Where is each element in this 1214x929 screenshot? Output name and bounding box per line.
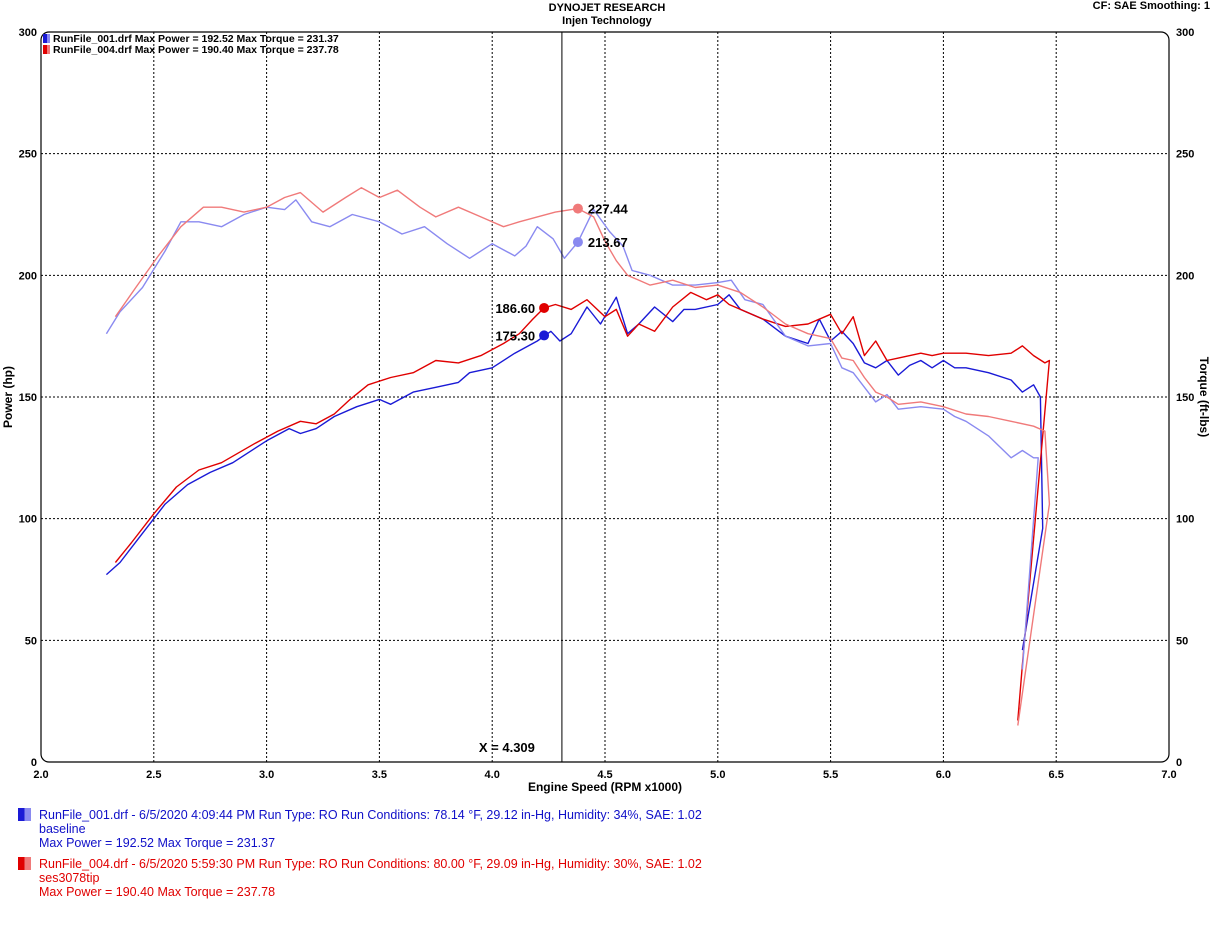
- x-tick-label: 6.5: [1049, 769, 1064, 781]
- top-legend-entry: RunFile_001.drf Max Power = 192.52 Max T…: [53, 33, 339, 45]
- series-group: [105, 186, 1051, 726]
- legend-run-001-line1: RunFile_001.drf - 6/5/2020 4:09:44 PM Ru…: [18, 808, 702, 822]
- legend-run-001-note: baseline: [39, 822, 86, 836]
- legend-run-001-details: RunFile_001.drf - 6/5/2020 4:09:44 PM Ru…: [39, 808, 702, 822]
- y-tick-label: 50: [25, 635, 37, 647]
- y2-tick-label: 100: [1176, 514, 1194, 526]
- cursor-markers: 227.44 213.67 186.60 175.30: [495, 202, 628, 344]
- x-axis-label: Engine Speed (RPM x1000): [528, 780, 682, 794]
- legend-run-004-note: ses3078tip: [39, 871, 100, 885]
- y-tick-label: 250: [19, 149, 37, 161]
- legend-run-001-max: Max Power = 192.52 Max Torque = 231.37: [39, 836, 276, 850]
- x-tick-label: 5.0: [710, 769, 725, 781]
- y2-tick-label: 150: [1176, 392, 1194, 404]
- red-swatch-icon: [18, 857, 31, 870]
- x-tick-label: 5.5: [823, 769, 838, 781]
- plot-frame: [40, 31, 1170, 763]
- cursor-marker-label: 213.67: [588, 235, 628, 250]
- x-tick-label: 2.0: [33, 769, 48, 781]
- x-tick-label: 4.5: [597, 769, 612, 781]
- x-tick-label: 2.5: [146, 769, 161, 781]
- y2-tick-label: 250: [1176, 149, 1194, 161]
- y-tick-label: 200: [19, 270, 37, 282]
- series-line: [114, 291, 1051, 721]
- cursor-x-label: X = 4.309: [479, 740, 535, 755]
- y2-tick-label: 0: [1176, 757, 1182, 769]
- series-line: [105, 199, 1039, 670]
- legend-run-004-details: RunFile_004.drf - 6/5/2020 5:59:30 PM Ru…: [39, 857, 702, 871]
- legend-run-004-line1: RunFile_004.drf - 6/5/2020 5:59:30 PM Ru…: [18, 857, 702, 871]
- y-tick-label: 150: [19, 392, 37, 404]
- grid-lines: [41, 32, 1169, 762]
- top-legend-swatch: [43, 34, 47, 43]
- y2-axis-label: Torque (ft-lbs): [1197, 357, 1211, 437]
- cursor-marker-dot: [539, 302, 550, 313]
- chart-subtitle: Injen Technology: [562, 15, 652, 27]
- cursor-marker-label: 227.44: [588, 202, 629, 217]
- axis-ticks: 2.0 2.5 3.0 3.5 4.0 4.5 5.0 5.5 6.0 6.5 7.00 050 501…: [19, 27, 1195, 781]
- legend-run-004-max: Max Power = 190.40 Max Torque = 237.78: [39, 885, 276, 899]
- top-legend-swatch: [43, 45, 47, 54]
- y-tick-label: 300: [19, 27, 37, 39]
- top-legend-entry: RunFile_004.drf Max Power = 190.40 Max T…: [53, 44, 339, 56]
- x-tick-label: 4.0: [485, 769, 500, 781]
- x-tick-label: 7.0: [1161, 769, 1176, 781]
- cursor-marker-dot: [539, 330, 550, 341]
- top-legend-swatch-light: [47, 45, 50, 54]
- y2-tick-label: 300: [1176, 27, 1194, 39]
- dyno-chart: 2.0 2.5 3.0 3.5 4.0 4.5 5.0 5.5 6.0 6.5 7.00 050 501…: [1, 27, 1211, 794]
- y-axis-label: Power (hp): [1, 366, 15, 428]
- y2-tick-label: 200: [1176, 270, 1194, 282]
- chart-title: DYNOJET RESEARCH: [548, 2, 666, 14]
- blue-swatch-icon: [18, 808, 31, 821]
- y-tick-label: 100: [19, 514, 37, 526]
- cursor-marker-label: 175.30: [495, 328, 535, 343]
- top-legend: RunFile_001.drf Max Power = 192.52 Max T…: [43, 33, 339, 56]
- x-tick-label: 3.0: [259, 769, 274, 781]
- x-tick-label: 3.5: [372, 769, 387, 781]
- legend-run-001: RunFile_001.drf - 6/5/2020 4:09:44 PM Ru…: [18, 808, 702, 850]
- y-tick-label: 0: [31, 757, 37, 769]
- x-tick-label: 6.0: [936, 769, 951, 781]
- cursor-marker-label: 186.60: [495, 301, 535, 316]
- top-legend-swatch-light: [47, 34, 50, 43]
- y2-tick-label: 50: [1176, 635, 1188, 647]
- correction-factor-label: CF: SAE Smoothing: 1: [1092, 0, 1210, 12]
- series-line: [105, 294, 1044, 651]
- legend-run-004: RunFile_004.drf - 6/5/2020 5:59:30 PM Ru…: [18, 857, 702, 899]
- cursor-marker-dot: [572, 237, 583, 248]
- cursor-marker-dot: [572, 203, 583, 214]
- series-line: [114, 186, 1051, 726]
